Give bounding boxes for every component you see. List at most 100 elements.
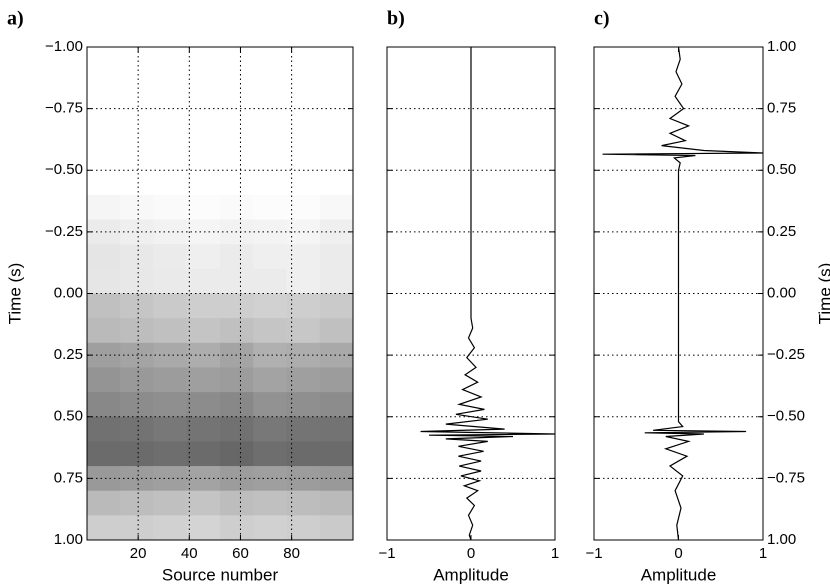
heat-cell xyxy=(153,293,188,319)
panel: −1 0 1 b) Amplitude xyxy=(378,8,559,585)
heat-cell xyxy=(319,318,354,344)
heat-cell xyxy=(319,392,354,418)
heat-cell xyxy=(120,120,154,147)
x-tick-label: 1 xyxy=(759,545,767,562)
heat-cell xyxy=(186,515,221,541)
y-tick-label: −0.75 xyxy=(45,100,83,117)
heat-cell xyxy=(220,145,254,171)
heat-cell xyxy=(87,318,121,344)
heat-cell xyxy=(286,515,321,541)
x-tick-label: 60 xyxy=(232,545,249,562)
y-tick-label: 1.00 xyxy=(767,38,796,55)
x-axis-label: Source number xyxy=(162,565,279,584)
x-tick-label: 1 xyxy=(551,545,559,562)
heat-cell xyxy=(153,47,188,73)
heat-cell xyxy=(319,194,354,221)
heat-cell xyxy=(87,416,121,442)
heat-cell xyxy=(186,96,221,122)
heat-cell xyxy=(120,47,154,73)
y-tick-label: −0.25 xyxy=(767,346,805,363)
heat-cell xyxy=(153,145,188,171)
heat-cell xyxy=(319,441,354,467)
heat-cell xyxy=(87,268,121,294)
heat-cell xyxy=(186,47,221,73)
heat-cell xyxy=(87,145,121,171)
y-tick-label: −0.50 xyxy=(45,161,83,178)
heat-cell xyxy=(186,170,221,196)
x-tick-label: 20 xyxy=(130,545,147,562)
x-tick-label: 40 xyxy=(181,545,198,562)
heat-cell xyxy=(153,194,188,221)
y-tick-label: 0.25 xyxy=(54,346,83,363)
heat-cell xyxy=(220,318,254,344)
heat-cell xyxy=(286,367,321,393)
heat-cell xyxy=(319,219,354,245)
plot-frame xyxy=(86,46,354,541)
heat-cell xyxy=(186,268,221,294)
heat-cell xyxy=(253,515,287,541)
heat-cell xyxy=(153,515,188,541)
y-tick-label: −0.75 xyxy=(767,469,805,486)
heat-cell xyxy=(153,318,188,344)
heat-cell xyxy=(319,120,354,147)
heat-cell xyxy=(319,71,354,97)
heat-cell xyxy=(87,515,121,541)
trace-line xyxy=(420,47,556,541)
heat-cell xyxy=(120,441,154,467)
plot-frame xyxy=(593,46,764,541)
heat-cell xyxy=(253,244,287,270)
heat-cell xyxy=(286,194,321,221)
trace-line xyxy=(602,46,764,541)
heat-cell xyxy=(253,194,287,221)
heat-cell xyxy=(87,367,121,393)
heat-cell xyxy=(120,268,154,294)
heat-cell xyxy=(253,367,287,393)
x-tick-label: 80 xyxy=(283,545,300,562)
heat-cell xyxy=(87,47,121,73)
x-tick-label: 0 xyxy=(467,545,475,562)
y-tick-label: 0.00 xyxy=(767,284,796,301)
heat-cell xyxy=(319,47,354,73)
heat-cell xyxy=(186,120,221,147)
x-tick-label: −1 xyxy=(585,545,602,562)
heat-cell xyxy=(186,219,221,245)
heat-cell xyxy=(319,96,354,122)
heat-cell xyxy=(220,47,254,73)
heat-cell xyxy=(120,293,154,319)
heat-cell xyxy=(186,367,221,393)
heat-cell xyxy=(186,244,221,270)
heat-cell xyxy=(253,318,287,344)
heat-cell xyxy=(253,268,287,294)
heat-cell xyxy=(319,342,354,368)
heat-cell xyxy=(319,244,354,270)
heat-cell xyxy=(319,145,354,171)
heat-cell xyxy=(186,293,221,319)
heat-cell xyxy=(253,416,287,442)
heat-cell xyxy=(186,466,221,492)
heat-cell xyxy=(220,244,254,270)
heat-cell xyxy=(253,145,287,171)
plot-frame xyxy=(386,46,556,541)
heat-cell xyxy=(186,318,221,344)
y-tick-label: −0.50 xyxy=(767,408,805,425)
heat-cell xyxy=(120,145,154,171)
panel-label: a) xyxy=(7,8,24,30)
heat-cell xyxy=(286,490,321,516)
heat-cell xyxy=(186,416,221,442)
heat-cell xyxy=(220,71,254,97)
heat-cell xyxy=(120,170,154,196)
heat-cell xyxy=(87,194,121,221)
heat-cell xyxy=(220,194,254,221)
heat-cell xyxy=(120,367,154,393)
heat-cell xyxy=(186,71,221,97)
heat-cell xyxy=(186,392,221,418)
heat-cell xyxy=(319,170,354,196)
heat-cell xyxy=(87,392,121,418)
y-tick-label: 0.50 xyxy=(767,161,796,178)
panel: 1.00 0.75 0.50 0.25 0.00 −0.25 −0.50 −0.75 1.00 −… xyxy=(585,8,830,585)
heat-cell xyxy=(220,392,254,418)
heat-cell xyxy=(153,170,188,196)
heat-cell xyxy=(120,515,154,541)
y-tick-label: −1.00 xyxy=(45,38,83,55)
